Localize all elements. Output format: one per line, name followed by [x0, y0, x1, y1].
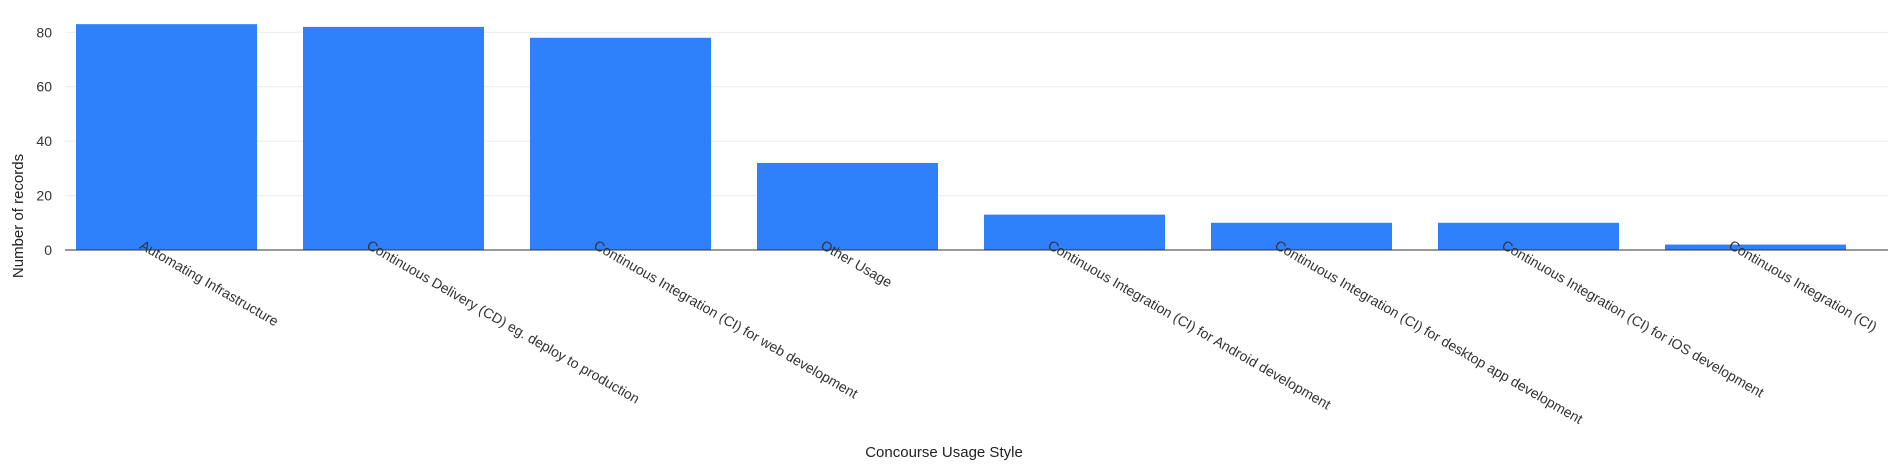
y-axis-title: Number of records — [10, 154, 27, 278]
x-tick-labels: Automating Infrastructure Continuous Deli… — [137, 237, 1880, 427]
x-tick-label: Continuous Integration (CI) — [1726, 237, 1880, 335]
y-tick-label: 0 — [44, 242, 52, 258]
y-tick-label: 60 — [36, 79, 52, 95]
y-tick-labels: 0 20 40 60 80 — [36, 24, 52, 258]
x-axis-title: Concourse Usage Style — [865, 444, 1023, 461]
y-tick-label: 40 — [36, 133, 52, 149]
y-tick-label: 80 — [36, 24, 52, 40]
y-tick-label: 20 — [36, 188, 52, 204]
x-tick-label: Automating Infrastructure — [137, 237, 281, 330]
x-tick-label: Continuous Delivery (CD) eg. deploy to p… — [364, 237, 642, 407]
bars — [76, 24, 1846, 250]
bar — [530, 37, 711, 250]
x-tick-label: Continuous Integration (CI) for Android … — [1045, 237, 1333, 413]
bar — [757, 162, 938, 250]
bar — [1211, 222, 1392, 250]
bar — [1665, 244, 1846, 250]
x-tick-label: Continuous Integration (CI) for iOS deve… — [1499, 237, 1767, 401]
x-tick-label: Continuous Integration (CI) for web deve… — [591, 237, 861, 402]
bar — [303, 26, 484, 250]
bar — [76, 24, 257, 250]
bar — [984, 214, 1165, 250]
bar — [1438, 222, 1619, 250]
